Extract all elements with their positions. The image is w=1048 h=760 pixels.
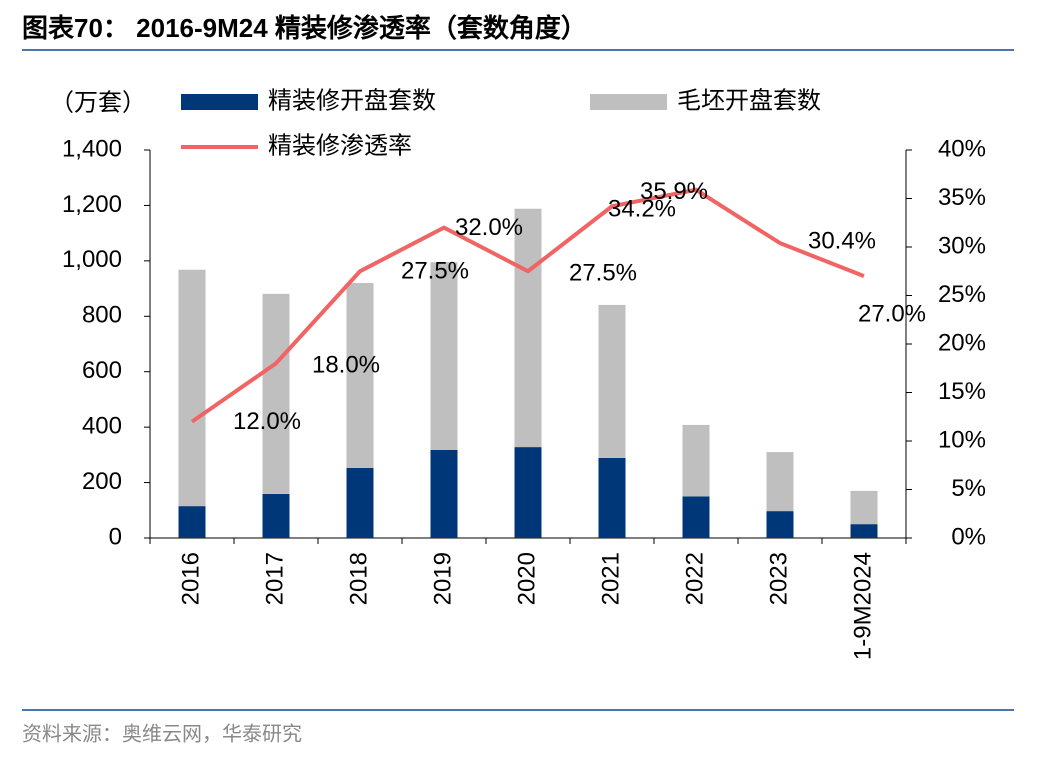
data-label: 18.0%	[312, 352, 380, 379]
x-tick-label: 1-9M2024	[849, 552, 876, 660]
y2-tick-label: 35%	[938, 184, 986, 211]
data-label: 30.4%	[808, 227, 876, 254]
x-tick-label: 2016	[177, 552, 204, 605]
y-axis-label: （万套）	[50, 89, 146, 116]
bar	[262, 493, 290, 538]
data-label: 35.9%	[640, 178, 708, 205]
y-tick-label: 200	[82, 468, 122, 495]
bar	[178, 269, 206, 507]
y2-tick-label: 40%	[938, 135, 986, 162]
y2-tick-label: 15%	[938, 378, 986, 405]
x-tick-label: 2020	[513, 552, 540, 605]
y-tick-label: 600	[82, 357, 122, 384]
x-tick-label: 2019	[429, 552, 456, 605]
bar	[682, 424, 710, 497]
source: 资料来源：奥维云网，华泰研究	[22, 722, 302, 745]
x-tick-label: 2017	[261, 552, 288, 605]
legend-label: 毛坯开盘套数	[677, 87, 821, 114]
y2-tick-label: 5%	[951, 475, 986, 502]
data-label: 32.0%	[455, 214, 523, 241]
bar	[514, 447, 542, 538]
legend-swatch	[590, 94, 667, 110]
data-label: 34.2%	[608, 196, 676, 223]
bar	[598, 457, 626, 538]
y-tick-label: 0	[109, 523, 122, 550]
data-label: 12.0%	[233, 408, 301, 435]
data-label: 27.5%	[569, 260, 637, 287]
x-tick-label: 2018	[345, 552, 372, 605]
bar	[346, 283, 374, 468]
y2-tick-label: 10%	[938, 426, 986, 453]
bar	[178, 506, 206, 538]
bar	[514, 208, 542, 448]
bar	[850, 490, 878, 525]
legend-label: 精装修开盘套数	[268, 87, 436, 114]
bar	[430, 449, 458, 538]
y-tick-label: 1,000	[62, 246, 122, 273]
y2-tick-label: 25%	[938, 281, 986, 308]
data-label: 27.5%	[401, 258, 469, 285]
legend-label: 精装修渗透率	[268, 132, 412, 159]
y-tick-label: 1,400	[62, 135, 122, 162]
data-label: 27.0%	[858, 300, 926, 327]
bar	[430, 262, 458, 450]
bar	[598, 304, 626, 458]
legend-swatch	[181, 94, 258, 110]
x-tick-label: 2022	[681, 552, 708, 605]
bar	[766, 511, 794, 538]
y2-tick-label: 30%	[938, 232, 986, 259]
bar	[682, 496, 710, 538]
y-tick-label: 1,200	[62, 191, 122, 218]
bar	[262, 293, 290, 494]
y-tick-label: 400	[82, 412, 122, 439]
bar	[850, 524, 878, 538]
chart-title: 图表70： 2016-9M24 精装修渗透率（套数角度）	[22, 13, 587, 43]
x-tick-label: 2021	[597, 552, 624, 605]
y2-tick-label: 0%	[951, 523, 986, 550]
x-tick-label: 2023	[765, 552, 792, 605]
bar	[346, 467, 374, 538]
line	[190, 187, 865, 424]
y-tick-label: 800	[82, 302, 122, 329]
y2-tick-label: 20%	[938, 329, 986, 356]
bar	[766, 452, 794, 512]
